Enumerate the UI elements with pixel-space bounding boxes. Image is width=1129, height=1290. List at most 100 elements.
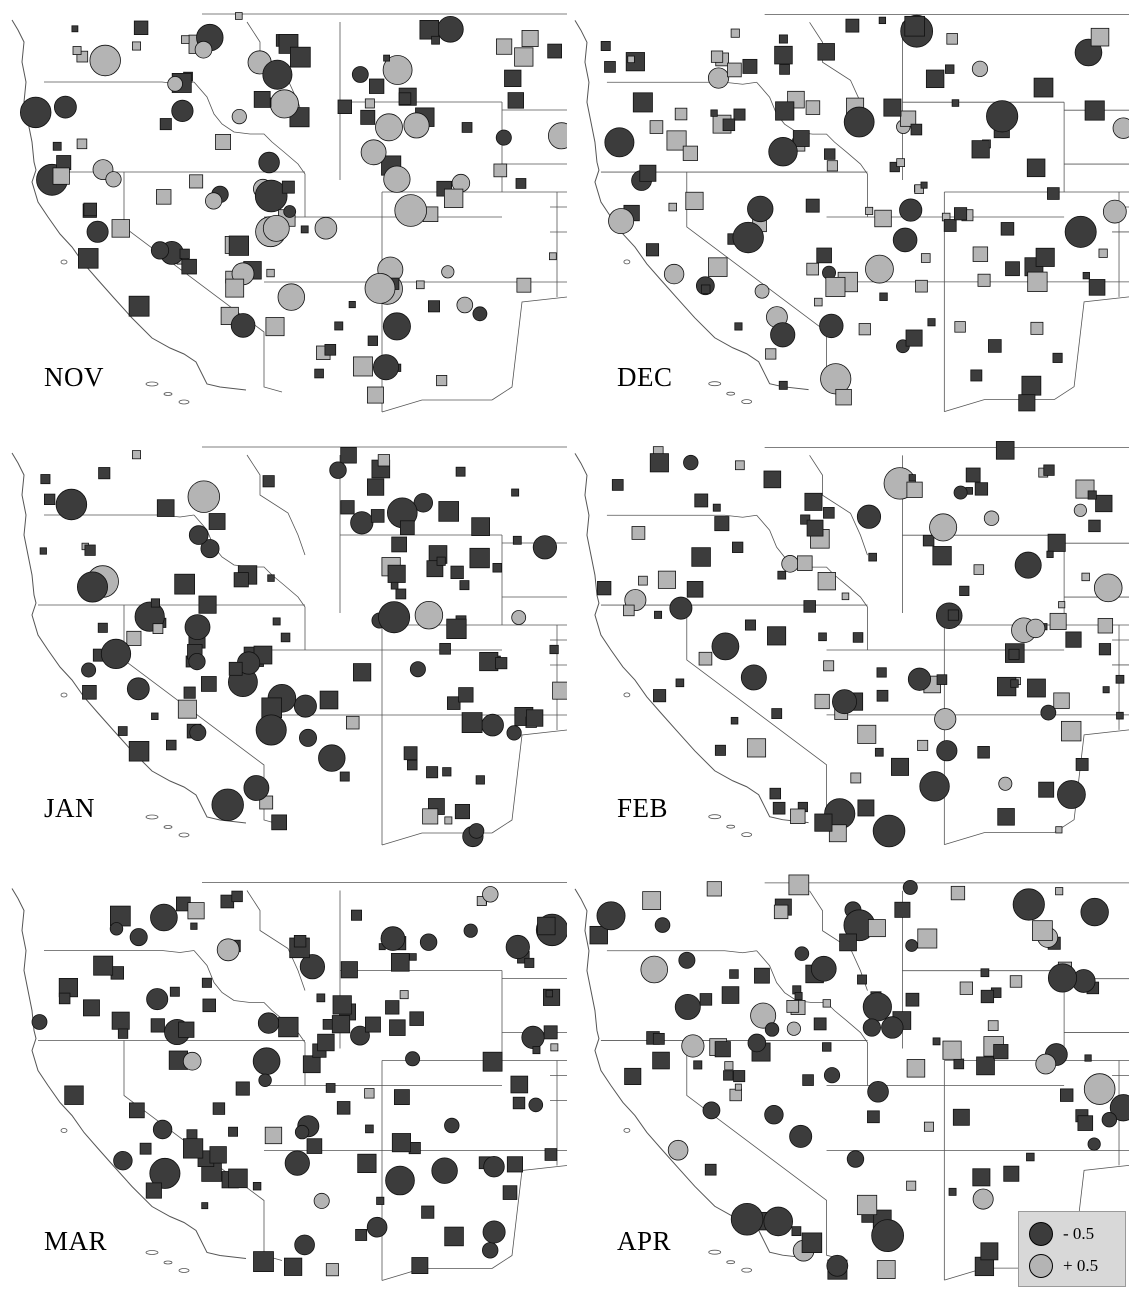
station-circle-negative (257, 1012, 280, 1034)
island (178, 399, 190, 405)
station-square-negative (544, 1148, 558, 1161)
station-circle-positive (663, 263, 685, 285)
station-circle-negative (382, 312, 411, 341)
station-square-negative (340, 446, 357, 464)
station-square-negative (816, 247, 832, 264)
station-square-negative (980, 1242, 999, 1261)
station-square-negative (262, 475, 275, 488)
station-square-negative (526, 709, 544, 727)
station-circle-negative (495, 129, 512, 146)
map-panel-feb: FEB (565, 435, 1129, 850)
station-circle-negative (55, 488, 88, 521)
station-circle-positive (167, 76, 183, 92)
station-circle-negative (1064, 215, 1097, 248)
station-square-positive (954, 321, 966, 333)
station-square-positive (973, 564, 985, 575)
station-square-negative (515, 178, 527, 189)
station-square-positive (623, 604, 635, 617)
station-square-positive (444, 816, 453, 825)
station-circle-negative (149, 1157, 181, 1189)
station-square-negative (972, 1168, 991, 1187)
station-circle-positive (971, 60, 989, 77)
island (178, 1268, 190, 1273)
station-circle-negative (100, 638, 132, 669)
station-square-negative (469, 547, 490, 569)
station-circle-negative (892, 227, 918, 253)
station-square-negative (649, 453, 669, 473)
station-circle-positive (441, 265, 455, 279)
station-square-negative (302, 1055, 321, 1074)
state-boundary (246, 454, 306, 556)
station-square-negative (763, 470, 782, 489)
station-square-negative (78, 248, 99, 269)
station-square-negative (1047, 187, 1060, 200)
station-square-negative (980, 989, 995, 1004)
station-square-negative (801, 1232, 823, 1253)
station-square-positive (415, 280, 425, 290)
station-square-negative (159, 118, 172, 131)
station-square-negative (471, 517, 491, 536)
station-circle-positive (707, 67, 730, 89)
station-square-positive (657, 570, 677, 589)
station-square-negative (169, 986, 180, 997)
station-circle-negative (654, 917, 671, 933)
station-square-negative (722, 118, 736, 132)
station-circle-negative (437, 15, 464, 43)
station-square-negative (198, 595, 217, 614)
station-square-negative (393, 1089, 410, 1106)
station-circle-negative (200, 539, 220, 559)
station-square-negative (980, 968, 990, 978)
station-square-positive (266, 268, 275, 278)
station-square-negative (492, 562, 502, 573)
station-square-negative (1088, 279, 1106, 296)
station-square-negative (235, 1081, 250, 1096)
station-circle-negative (284, 1150, 310, 1176)
station-square-negative (652, 1051, 670, 1070)
station-circle-negative (481, 713, 504, 737)
station-square-positive (265, 317, 285, 337)
station-circle-negative (683, 454, 699, 471)
station-square-positive (977, 273, 991, 287)
station-circle-negative (463, 923, 478, 938)
station-circle-negative (770, 322, 796, 348)
state-boundary (246, 890, 306, 991)
map-svg-apr (574, 874, 1129, 1281)
station-square-negative (174, 573, 195, 595)
station-circle-negative (366, 1216, 388, 1238)
station-square-negative (502, 1185, 518, 1200)
station-square-negative (482, 1051, 503, 1072)
station-square-negative (367, 335, 379, 346)
state-boundary (809, 455, 868, 556)
station-square-negative (905, 992, 920, 1007)
station-square-positive (841, 592, 850, 601)
station-circle-negative (254, 179, 288, 213)
station-square-negative (653, 689, 667, 703)
station-square-negative (910, 123, 923, 136)
state-boundary (944, 832, 1055, 846)
station-square-positive (917, 928, 938, 949)
station-square-positive (856, 1194, 878, 1216)
station-square-negative (1033, 77, 1054, 98)
station-square-negative (332, 995, 352, 1015)
station-square-negative (645, 243, 660, 257)
positive-circle-icon (1029, 1254, 1053, 1278)
station-square-negative (391, 536, 408, 553)
station-square-negative (772, 801, 786, 815)
station-square-negative (876, 667, 887, 678)
station-square-negative (44, 493, 56, 505)
station-square-positive (950, 885, 966, 901)
station-circle-negative (385, 1165, 415, 1196)
station-square-negative (802, 1074, 814, 1086)
station-square-positive (225, 278, 245, 298)
station-square-negative (894, 901, 911, 918)
island (741, 399, 753, 405)
station-square-negative (1095, 494, 1113, 513)
station-circle-negative (258, 151, 280, 174)
station-circle-negative (109, 922, 124, 936)
station-circle-negative (419, 933, 438, 951)
station-square-negative (710, 109, 718, 117)
station-square-negative (600, 40, 611, 51)
station-square-positive (1049, 612, 1067, 630)
station-square-negative (495, 657, 508, 670)
station-circle-negative (350, 511, 374, 535)
